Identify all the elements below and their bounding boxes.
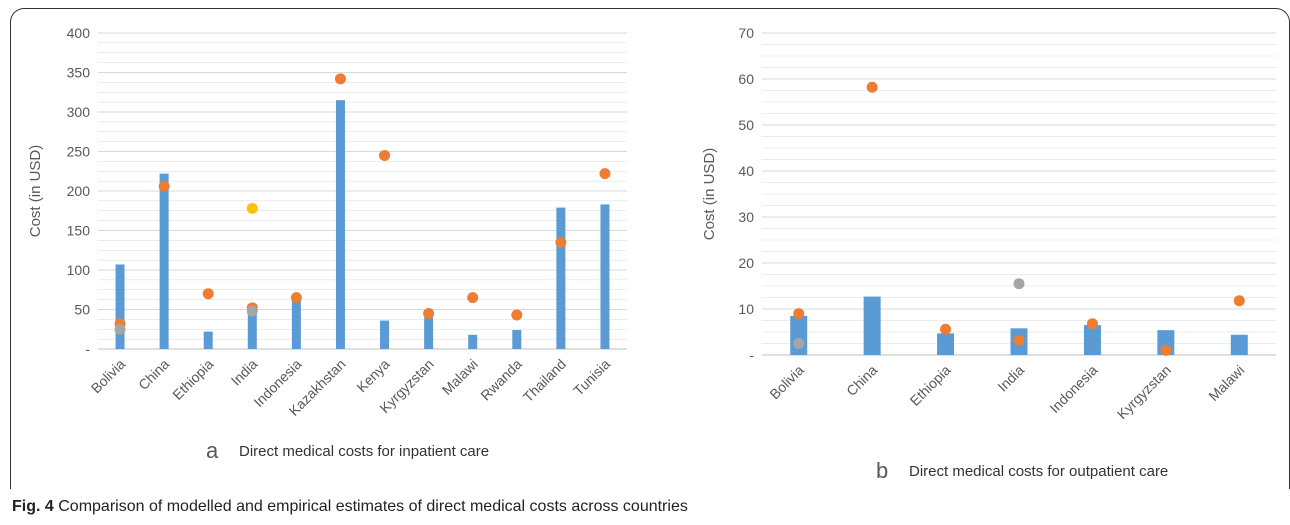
y-tick-label: 300	[67, 104, 91, 120]
y-tick-label: 20	[738, 255, 754, 271]
bar-kazakhstan	[335, 100, 345, 350]
y-axis-title: Cost (in USD)	[701, 148, 718, 241]
y-tick-label: 250	[67, 144, 91, 160]
point-yellow-india	[246, 202, 258, 214]
point-orange-rwanda	[511, 309, 523, 321]
panel-letter: a	[206, 438, 219, 463]
x-tick-label: India	[994, 362, 1027, 395]
y-tick-label: 150	[67, 223, 91, 239]
bar-malawi	[468, 334, 478, 349]
point-orange-china	[866, 81, 878, 93]
bar-tunisia	[600, 204, 610, 349]
x-tick-label: Indonesia	[1046, 362, 1100, 416]
caption-text: Comparison of modelled and empirical est…	[58, 498, 688, 515]
y-tick-label: 400	[67, 25, 91, 41]
point-orange-bolivia	[793, 308, 805, 320]
x-tick-label: Bolivia	[766, 362, 807, 403]
point-orange-tunisia	[599, 168, 611, 180]
point-orange-kyrgyzstan	[423, 307, 435, 319]
y-tick-label: 40	[738, 163, 754, 179]
point-orange-ethiopia	[940, 323, 952, 335]
y-tick-label: 10	[738, 301, 754, 317]
point-orange-indonesia	[290, 292, 302, 304]
point-grey-bolivia	[793, 338, 805, 349]
bar-ethiopia	[203, 331, 213, 349]
panel-letter: b	[876, 458, 888, 483]
bar-indonesia	[291, 297, 301, 349]
y-tick-label: 50	[74, 302, 90, 318]
bar-china	[863, 296, 881, 355]
x-tick-label: China	[843, 362, 880, 399]
point-orange-malawi	[467, 292, 479, 304]
point-orange-kazakhstan	[334, 73, 346, 85]
bar-bolivia	[115, 264, 125, 349]
bar-china	[159, 173, 169, 349]
point-orange-kenya	[379, 149, 391, 161]
y-tick-label: 70	[738, 25, 754, 41]
point-orange-indonesia	[1086, 318, 1098, 330]
bar-thailand	[556, 207, 566, 349]
y-tick-label: 100	[67, 262, 91, 278]
point-orange-malawi	[1233, 295, 1245, 307]
bar-malawi	[1230, 334, 1248, 355]
x-tick-label: Kyrgyzstan	[1114, 362, 1174, 422]
bar-kenya	[380, 320, 390, 349]
point-orange-kyrgyzstan	[1160, 344, 1172, 356]
point-orange-china	[158, 180, 170, 192]
y-tick-label: 350	[67, 65, 91, 81]
point-orange-ethiopia	[202, 288, 214, 300]
caption-label: Fig. 4	[12, 498, 54, 515]
x-tick-label: Malawi	[1205, 362, 1247, 404]
bar-indonesia	[1083, 325, 1101, 355]
x-tick-label: Ethiopia	[907, 362, 954, 409]
chart-title: Direct medical costs for inpatient care	[239, 443, 489, 460]
y-tick-label: 50	[738, 117, 754, 133]
point-grey-bolivia	[114, 323, 126, 335]
y-axis-title: Cost (in USD)	[27, 145, 44, 238]
bar-india	[247, 303, 257, 349]
y-tick-label: 60	[738, 71, 754, 87]
point-orange-thailand	[555, 236, 567, 248]
bar-ethiopia	[937, 333, 955, 355]
figure-caption: Fig. 4 Comparison of modelled and empiri…	[12, 498, 688, 516]
y-tick-label: 30	[738, 209, 754, 225]
point-grey-india	[246, 305, 258, 317]
point-grey-india	[1013, 278, 1025, 290]
point-orange-india	[1013, 334, 1025, 346]
chart-title: Direct medical costs for outpatient care	[909, 463, 1168, 480]
y-tick-label: 200	[67, 183, 91, 199]
bar-bolivia	[790, 315, 808, 355]
bar-rwanda	[512, 330, 522, 349]
y-tick-label: -	[85, 341, 90, 357]
chart-outpatient: - 10 20 30 40 50 60 70 Cost (in USD) Bolivia China…	[701, 25, 1276, 483]
bar-kyrgyzstan	[424, 317, 434, 349]
y-tick-label: -	[749, 347, 754, 363]
